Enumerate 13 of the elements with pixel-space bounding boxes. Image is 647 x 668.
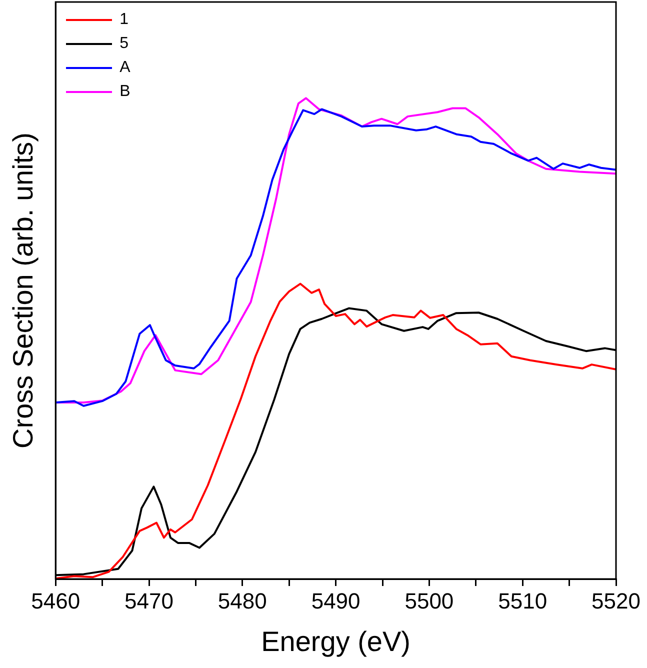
x-tick-label: 5510 [498,588,548,614]
x-tick-label: 5500 [404,588,454,614]
x-tick-label: 5460 [31,588,80,614]
legend-label: A [120,59,130,77]
legend-label: 5 [120,35,128,53]
x-axis-title: Energy (eV) [261,626,411,657]
x-tick-label: 5490 [311,588,360,614]
y-axis-title: Cross Section (arb. units) [8,132,39,448]
x-tick-label: 5470 [124,588,174,614]
x-tick-label: 5520 [592,588,640,614]
legend-label: 1 [120,11,128,29]
x-tick-label: 5480 [218,588,267,614]
legend-label: B [120,83,130,101]
